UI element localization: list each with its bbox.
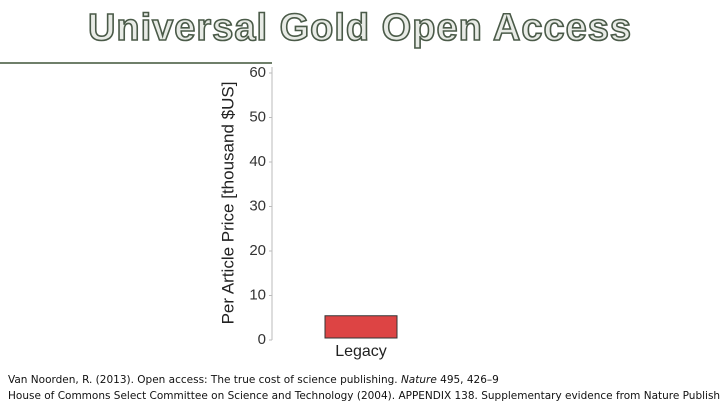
footnote-rest: 495, 426–9 bbox=[440, 374, 499, 386]
footnote: Van Noorden, R. (2013). Open access: The… bbox=[8, 374, 499, 386]
y-tick-label: 60 bbox=[249, 64, 266, 81]
footnote-journal: Nature bbox=[401, 374, 437, 386]
footnote-text: Van Noorden, R. (2013). Open access: The… bbox=[8, 374, 398, 386]
y-tick-label: 30 bbox=[249, 197, 266, 214]
y-tick-label: 40 bbox=[249, 153, 266, 170]
y-tick-label: 0 bbox=[258, 331, 266, 348]
y-tick-label: 10 bbox=[249, 286, 266, 303]
y-tick-label: 50 bbox=[249, 108, 266, 125]
bar bbox=[324, 315, 398, 339]
footnote: House of Commons Select Committee on Sci… bbox=[8, 390, 720, 402]
x-tick-label: Legacy bbox=[335, 343, 387, 360]
y-tick-label: 20 bbox=[249, 242, 266, 259]
y-axis-label: Per Article Price [thousand $US] bbox=[218, 82, 237, 325]
slide-title: Universal Gold Open Access bbox=[88, 7, 632, 49]
